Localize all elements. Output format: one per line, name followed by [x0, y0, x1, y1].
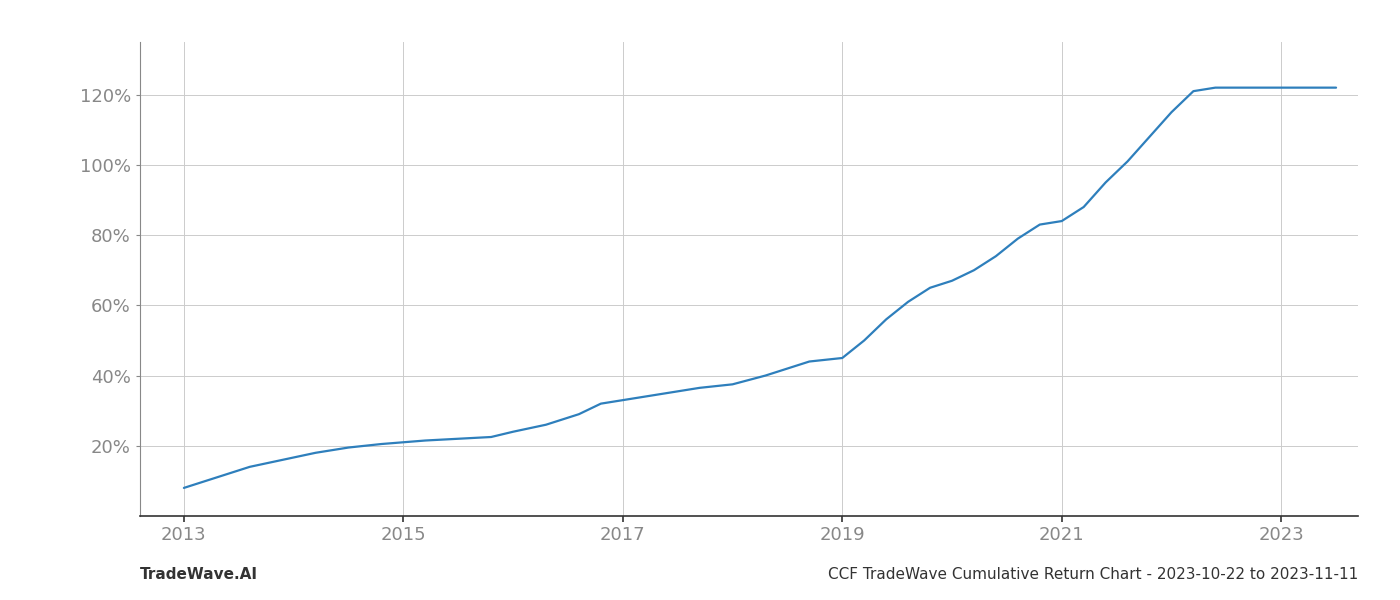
Text: TradeWave.AI: TradeWave.AI: [140, 567, 258, 582]
Text: CCF TradeWave Cumulative Return Chart - 2023-10-22 to 2023-11-11: CCF TradeWave Cumulative Return Chart - …: [827, 567, 1358, 582]
